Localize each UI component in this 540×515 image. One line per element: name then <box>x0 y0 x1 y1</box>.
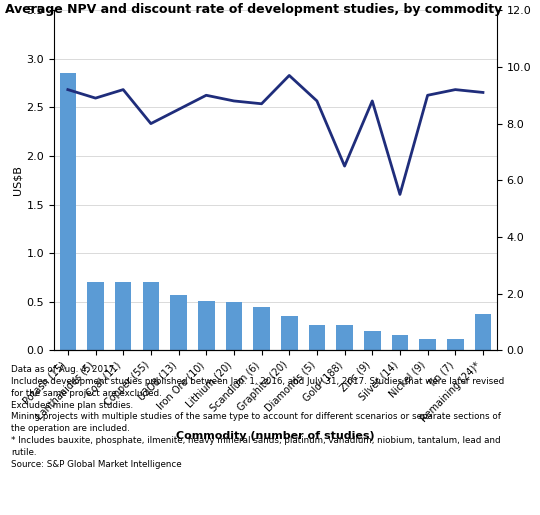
Bar <box>336 325 353 350</box>
Bar <box>419 338 436 350</box>
Bar <box>253 307 270 350</box>
Bar <box>87 282 104 350</box>
Bar <box>198 301 214 350</box>
Bar <box>364 331 381 350</box>
Bar <box>447 338 463 350</box>
Bar <box>170 295 187 350</box>
Bar <box>281 316 298 350</box>
Bar <box>309 325 325 350</box>
Bar <box>115 282 132 350</box>
Bar <box>59 74 76 350</box>
Bar <box>226 302 242 350</box>
Bar <box>475 314 491 350</box>
Text: Data as of Aug. 4, 2017.
Includes development studies published between Jan. 1, : Data as of Aug. 4, 2017. Includes develo… <box>11 365 504 469</box>
Y-axis label: US$B: US$B <box>12 165 22 195</box>
Bar <box>143 282 159 350</box>
Bar <box>392 335 408 350</box>
X-axis label: Commodity (number of studies): Commodity (number of studies) <box>176 431 375 440</box>
Text: Average NPV and discount rate of development studies, by commodity: Average NPV and discount rate of develop… <box>5 3 503 15</box>
